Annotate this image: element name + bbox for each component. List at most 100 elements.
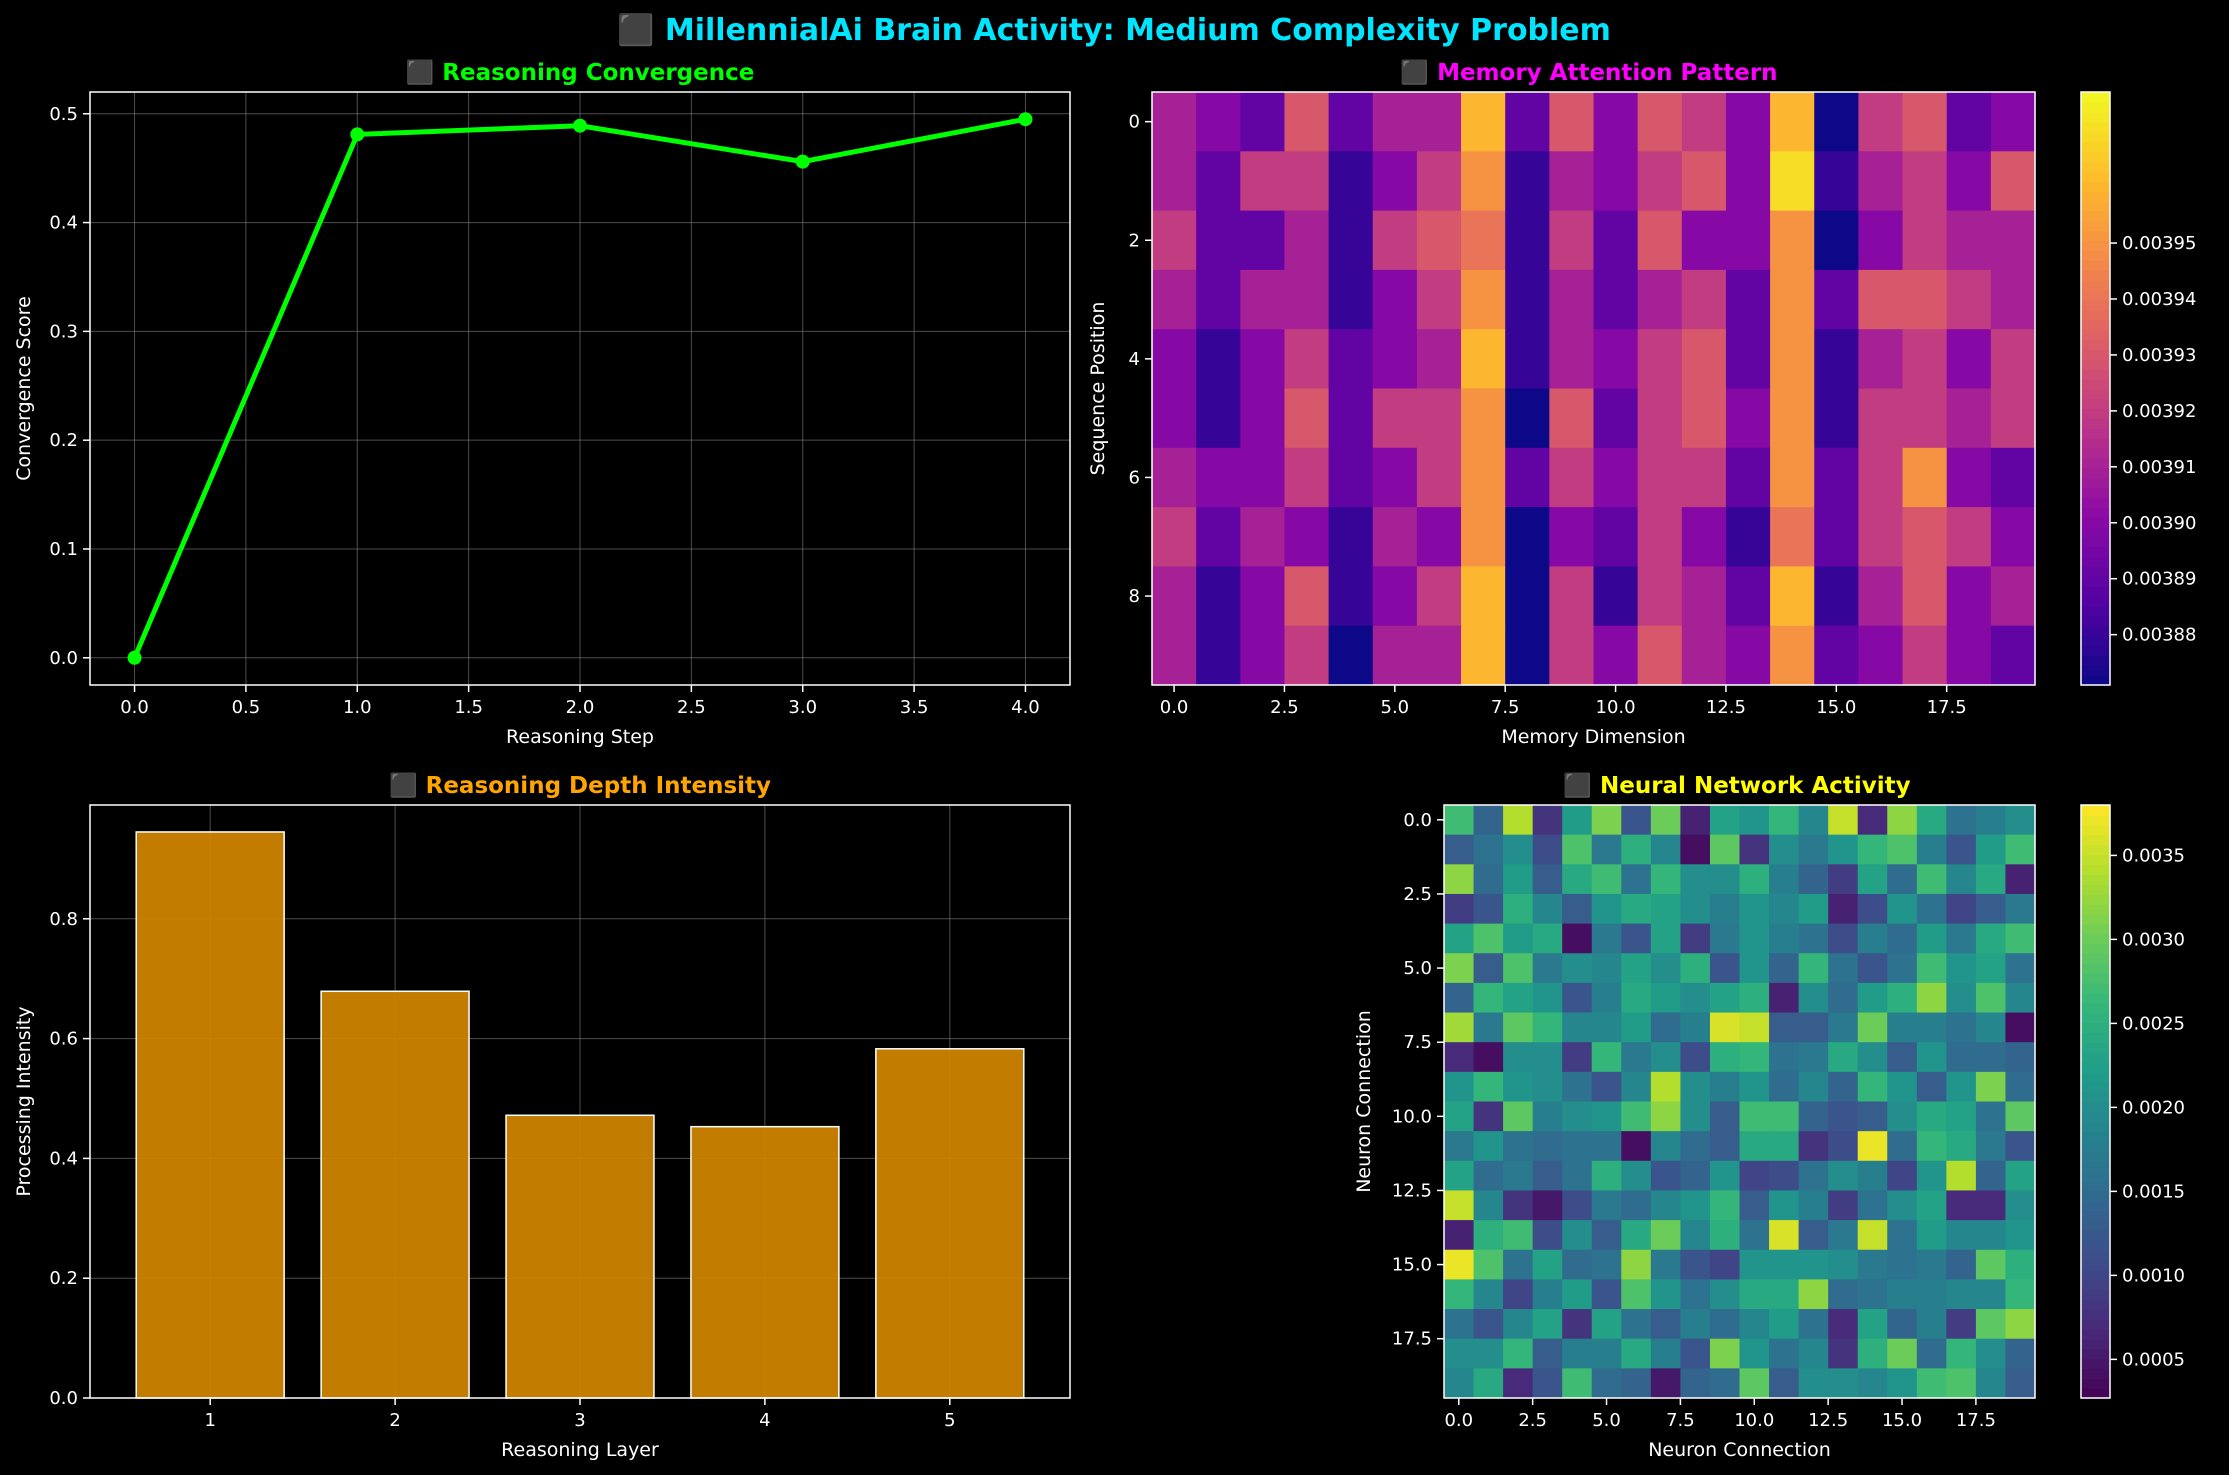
heatmap-cell [1650,1101,1681,1132]
heatmap-cell [1709,1368,1741,1399]
colorbar-segment [2081,1131,2110,1142]
heatmap-cell [1591,1279,1622,1310]
heatmap-cell [1416,388,1462,449]
heatmap-cell [1503,1190,1534,1221]
heatmap-cell [1769,1368,1800,1399]
heatmap-cell [1946,1220,1977,1251]
heatmap-cell [2005,1368,2036,1399]
heatmap-cell [1503,1249,1534,1280]
heatmap-cell [1503,1131,1534,1162]
heatmap-cell [1444,834,1475,865]
heatmap-cell [1372,269,1418,330]
heatmap-cell [2005,864,2036,895]
heatmap-cell [1444,1160,1475,1192]
colorbar-segment [2081,874,2110,885]
heatmap-cell [1681,151,1727,212]
heatmap-cell [1814,447,1859,508]
heatmap-cell [1887,1042,1918,1073]
heatmap-cell [2005,953,2036,984]
heatmap-cell [1196,92,1241,152]
heatmap-cell [1591,1309,1622,1340]
heatmap-cell [1637,625,1683,686]
heatmap-cell [1857,1279,1888,1310]
heatmap-cell [1828,1309,1859,1340]
heatmap-cell [1591,864,1622,895]
heatmap-cell [1503,834,1534,865]
heatmap-cell [1503,923,1534,954]
heatmap-cell [1887,1220,1918,1251]
heatmap-cell [1857,1131,1888,1162]
heatmap-cell [1828,1338,1859,1369]
heatmap-cell [1739,1071,1770,1103]
heatmap-cell [1621,893,1652,925]
colorbar-segment [2081,933,2110,945]
heatmap-cell [1739,1190,1770,1221]
heatmap-cell [1637,566,1683,627]
heatmap-cell [1562,982,1593,1014]
colorbar-segment [2081,1061,2110,1073]
colorbar-segment [2081,279,2110,291]
colorbar-segment [2081,388,2110,400]
colorbar-segment [2081,566,2110,578]
x-tick-label: 5.0 [1592,1410,1621,1431]
colorbar-segment [2081,487,2110,499]
heatmap-cell [1152,625,1197,686]
heatmap-cell [1902,329,1948,390]
heatmap-cell [1650,1338,1681,1369]
colorbar-segment [2081,1378,2110,1389]
colorbar-frame [2080,804,2111,1399]
heatmap-cell [1814,269,1859,330]
colorbar-segment [2081,805,2110,816]
heatmap-cell [1828,1220,1859,1251]
colorbar-segment [2081,903,2110,915]
heatmap-cell [1770,329,1815,390]
heatmap-cell [1444,982,1475,1014]
colorbar-segment [2081,1032,2110,1043]
heatmap-cell [1769,1071,1800,1103]
colorbar-segment [2081,814,2110,826]
heatmap-cell [1857,1249,1888,1280]
heatmap-cell [1828,1249,1859,1280]
heatmap-cell [1284,151,1330,212]
data-point [795,154,810,169]
colorbar-segment [2081,437,2110,449]
heatmap-cell [1828,1042,1859,1073]
heatmap-cell [1814,92,1859,152]
heatmap-cell [1650,1309,1681,1340]
heatmap-cell [1828,1131,1859,1162]
colorbar-segment [2081,943,2110,955]
heatmap-cell [1902,566,1948,627]
colorbar-segment [2081,546,2110,558]
heatmap-cell [1549,151,1595,212]
heatmap-cell [1857,834,1888,865]
heatmap-cell [1621,1101,1652,1132]
heatmap-cell [1769,1160,1800,1192]
heatmap-cell [1681,507,1727,567]
heatmap-cell [1503,1042,1534,1073]
heatmap-cell [1946,1368,1977,1399]
heatmap-cell [1473,1131,1504,1162]
colorbar-segment [2081,1210,2110,1221]
heatmap-cell [1709,864,1741,895]
heatmap-cell [1503,1220,1534,1251]
heatmap-cell [1196,210,1241,271]
heatmap-cell [1857,923,1888,954]
colorbar-segment [2081,1269,2110,1281]
heatmap-cell [1650,1249,1681,1280]
heatmap-cell [1650,1190,1681,1221]
heatmap-cell [1946,1131,1977,1162]
colorbar-segment [2081,1111,2110,1123]
heatmap-cell [1549,269,1595,330]
heatmap-cell [1916,1249,1947,1280]
heatmap-cell [1990,151,2036,212]
x-tick-label: 7.5 [1666,1410,1695,1431]
heatmap-cell [2005,1101,2036,1132]
heatmap-cell [1828,864,1859,895]
colorbar-segment [2081,329,2110,340]
colorbar-segment [2081,992,2110,1004]
heatmap-cell [1828,982,1859,1014]
heatmap-cell [1473,1368,1504,1399]
heatmap-cell [1532,1071,1563,1103]
heatmap-cell [1473,1279,1504,1310]
heatmap-cell [1444,1368,1475,1399]
